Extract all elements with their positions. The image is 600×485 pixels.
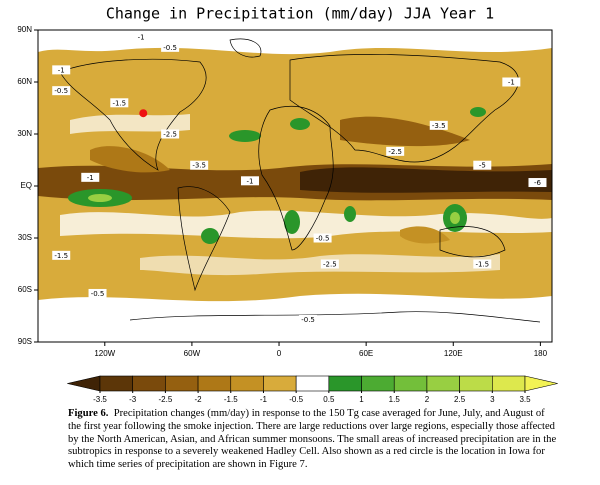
colorbar-segment xyxy=(295,375,330,392)
contour-label-box xyxy=(473,259,492,269)
contour-label-box xyxy=(52,250,71,260)
colorbar-segment xyxy=(263,375,297,392)
colorbar-label: -3 xyxy=(129,395,137,404)
colorbar-label: -3.5 xyxy=(93,395,107,404)
contour-label-box xyxy=(190,160,209,170)
colorbar-segment xyxy=(230,375,264,392)
y-tick-label: 90S xyxy=(18,337,32,346)
colorbar-label: 1.5 xyxy=(389,395,401,404)
colorbar-segment xyxy=(132,375,166,392)
contour-label-box xyxy=(240,176,259,186)
y-tick-label: 60N xyxy=(17,77,32,86)
contour-label: -1.5 xyxy=(475,261,489,269)
y-tick-label: 30S xyxy=(18,233,32,242)
colorbar-label: -1.5 xyxy=(224,395,238,404)
contour-label-box xyxy=(161,129,180,139)
colorbar-high xyxy=(524,375,558,392)
y-tick-label: EQ xyxy=(20,181,32,190)
caption: Figure 6. Precipitation changes (mm/day)… xyxy=(68,408,560,472)
contour-label-box xyxy=(52,86,71,96)
location-marker xyxy=(139,109,148,118)
x-tick-label: 120W xyxy=(94,349,115,358)
colorbar-segment xyxy=(99,375,133,392)
colorbar-low xyxy=(67,375,101,392)
contour-label: -0.5 xyxy=(316,235,330,243)
contour-label: -2.5 xyxy=(388,148,402,156)
colorbar-segment xyxy=(393,375,428,392)
contour-label: -3.5 xyxy=(192,162,206,170)
x-tick-label: 60W xyxy=(184,349,201,358)
contour-label: -1 xyxy=(138,33,145,41)
map-field xyxy=(38,30,552,342)
colorbar-label: 3.5 xyxy=(519,395,531,404)
caption-text: Precipitation changes (mm/day) in respon… xyxy=(68,408,557,471)
contour-label-box xyxy=(473,160,492,170)
colorbar-segment xyxy=(165,375,199,392)
colorbar-label: 0.5 xyxy=(323,395,335,404)
caption-label: Figure 6. xyxy=(68,408,109,419)
contour-label: -6 xyxy=(534,179,542,187)
contour-label: -2.5 xyxy=(323,261,337,269)
colorbar-label: -2 xyxy=(195,395,203,404)
contour-label-box xyxy=(502,77,521,87)
x-tick-label: 60E xyxy=(359,349,373,358)
colorbar-label: 2 xyxy=(425,395,430,404)
y-tick-label: 60S xyxy=(18,285,32,294)
contour-label-box xyxy=(313,233,332,243)
contour-label-box xyxy=(81,172,100,182)
colorbar-segment xyxy=(328,375,362,392)
colorbar-label: 3 xyxy=(490,395,495,404)
y-tick-label: 90N xyxy=(17,25,32,34)
colorbar-segment xyxy=(361,375,395,392)
contour-label-box xyxy=(320,259,339,269)
contour-label: -1 xyxy=(508,79,515,87)
contour-label-box xyxy=(429,120,448,130)
contour-label: -1 xyxy=(58,66,65,74)
contour-label-box xyxy=(88,288,107,298)
contour-label: -5 xyxy=(479,162,486,170)
colorbar-label: -1 xyxy=(260,395,268,404)
colorbar-label: 2.5 xyxy=(454,395,466,404)
contour-label-box xyxy=(132,32,151,42)
contour-label-box xyxy=(52,65,71,75)
colorbar-label: -2.5 xyxy=(158,395,172,404)
contour-label: -1.5 xyxy=(112,99,126,107)
contour-label: -0.5 xyxy=(163,44,177,52)
contour-label: -1.5 xyxy=(54,252,68,260)
contour-label: -0.5 xyxy=(54,87,68,95)
contour-label: -3.5 xyxy=(432,122,446,130)
colorbar-segment xyxy=(492,375,526,392)
contour-label-box xyxy=(110,98,129,108)
y-tick-label: 30N xyxy=(17,129,32,138)
colorbar-segment xyxy=(197,375,232,392)
colorbar-segment xyxy=(426,375,460,392)
x-tick-label: 0 xyxy=(277,349,282,358)
colorbar-label: 1 xyxy=(359,395,364,404)
contour-label-box xyxy=(299,314,318,324)
contour-label: -1 xyxy=(87,174,94,182)
contour-label: -0.5 xyxy=(301,316,315,324)
colorbar-segment xyxy=(459,375,493,392)
contour-label-box xyxy=(528,178,547,188)
contour-label: -0.5 xyxy=(91,290,105,298)
x-tick-label: 180 xyxy=(534,349,548,358)
colorbar-label: -0.5 xyxy=(289,395,303,404)
x-tick-label: 120E xyxy=(444,349,463,358)
map-title: Change in Precipitation (mm/day) JJA Yea… xyxy=(106,5,494,23)
contour-label-box xyxy=(161,42,180,52)
contour-label: -1 xyxy=(246,177,253,185)
figure: Change in Precipitation (mm/day) JJA Yea… xyxy=(17,5,558,404)
contour-label: -2.5 xyxy=(163,131,177,139)
contour-label-box xyxy=(386,146,405,156)
